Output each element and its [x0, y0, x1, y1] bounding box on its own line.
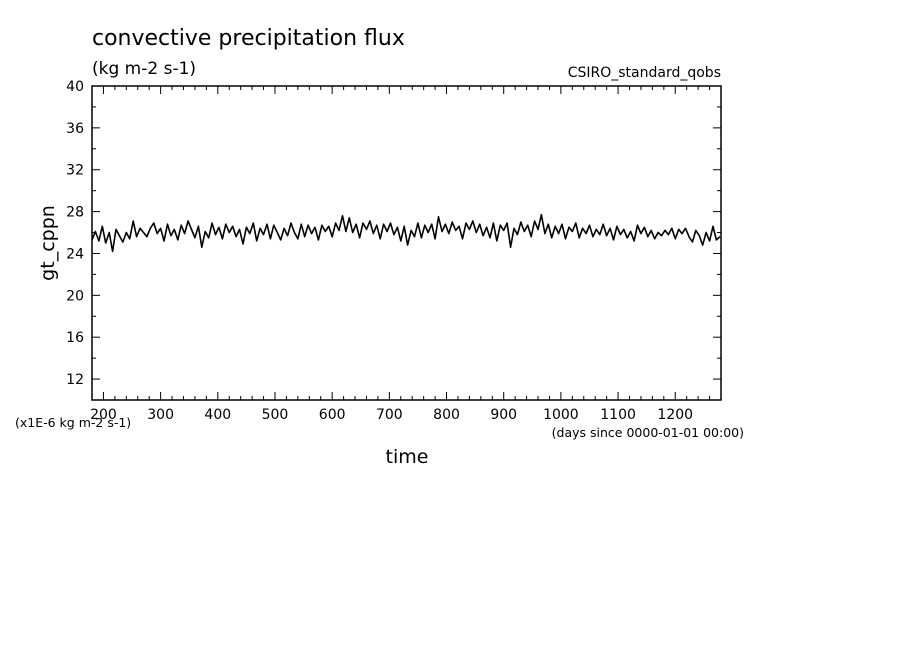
y-tick-label: 16	[66, 330, 84, 346]
x-tick-label: 1200	[657, 407, 693, 423]
chart-title: convective precipitation flux	[92, 26, 405, 51]
y-tick-label: 12	[66, 372, 84, 388]
x-tick-label: 1100	[600, 407, 636, 423]
x-tick-label: 300	[147, 407, 174, 423]
x-tick-label: 600	[319, 407, 346, 423]
y-tick-label: 32	[66, 163, 84, 179]
x-tick-label: 900	[490, 407, 517, 423]
x-tick-label: 200	[90, 407, 117, 423]
x-units-label: (days since 0000-01-01 00:00)	[552, 425, 744, 440]
x-tick-label: 1000	[543, 407, 579, 423]
y-axis-ticks: 12 16 20 24 28 32 36 40	[66, 79, 721, 401]
x-tick-label: 700	[376, 407, 403, 423]
y-tick-label: 20	[66, 288, 84, 304]
series-line	[91, 213, 721, 253]
y-tick-label: 36	[66, 121, 84, 137]
x-tick-label: 800	[433, 407, 460, 423]
chart-subtitle: (kg m-2 s-1)	[92, 59, 196, 79]
plot-frame	[91, 85, 722, 401]
y-axis-label: gt_cppn	[37, 205, 59, 281]
x-tick-label: 500	[262, 407, 289, 423]
y-units-label: (x1E-6 kg m-2 s-1)	[15, 415, 131, 430]
dataset-label: CSIRO_standard_qobs	[568, 65, 721, 81]
x-axis-label: time	[386, 446, 429, 468]
x-axis-ticks: 200 300 400 500 600 700 800 900 1000 1100 1200	[90, 86, 722, 423]
y-tick-label: 40	[66, 79, 84, 95]
y-tick-label: 28	[66, 205, 84, 221]
x-tick-label: 400	[204, 407, 231, 423]
y-tick-label: 24	[66, 246, 84, 262]
